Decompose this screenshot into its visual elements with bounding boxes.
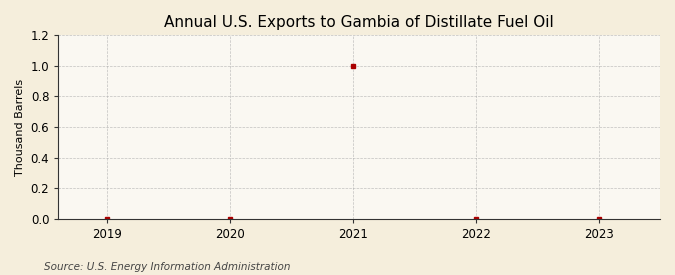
Title: Annual U.S. Exports to Gambia of Distillate Fuel Oil: Annual U.S. Exports to Gambia of Distill… (164, 15, 554, 30)
Text: Source: U.S. Energy Information Administration: Source: U.S. Energy Information Administ… (44, 262, 290, 272)
Y-axis label: Thousand Barrels: Thousand Barrels (15, 78, 25, 176)
